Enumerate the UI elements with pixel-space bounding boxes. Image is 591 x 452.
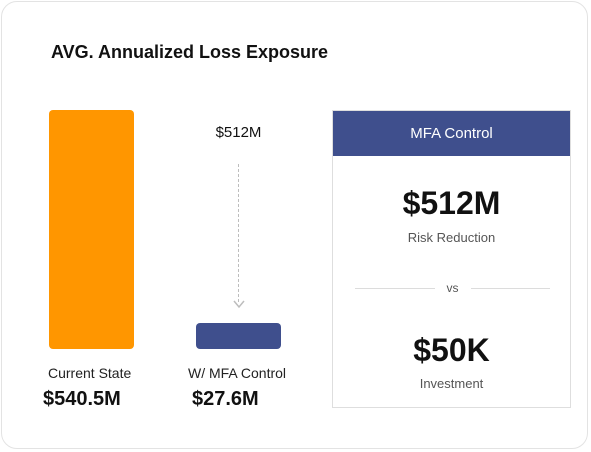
card-title: AVG. Annualized Loss Exposure [51, 42, 329, 62]
arrow-down-icon [233, 300, 245, 309]
bar-value-current: $540.5M [43, 388, 121, 410]
bar-caption-current: Current State [48, 365, 132, 381]
panel-header: MFA Control [333, 111, 570, 156]
investment-label: Investment [419, 376, 484, 391]
divider-line-left [355, 287, 435, 289]
bar-caption-mfa: W/ MFA Control [188, 365, 287, 381]
divider-line-right [470, 287, 550, 289]
bar-mfa-control [196, 323, 281, 349]
bar-value-mfa: $27.6M [192, 388, 259, 410]
investment-value: $50K [413, 332, 490, 368]
reduction-delta-label: $512M [215, 124, 262, 141]
reduction-dashed-line [238, 164, 239, 302]
bar-current-state [49, 110, 134, 349]
vs-divider: vs [355, 281, 550, 295]
risk-reduction-value: $512M [402, 185, 501, 221]
risk-reduction-label: Risk Reduction [407, 230, 496, 245]
mfa-control-panel: MFA Control $512M Risk Reduction vs $50K… [332, 110, 571, 408]
vs-label: vs [446, 281, 459, 295]
